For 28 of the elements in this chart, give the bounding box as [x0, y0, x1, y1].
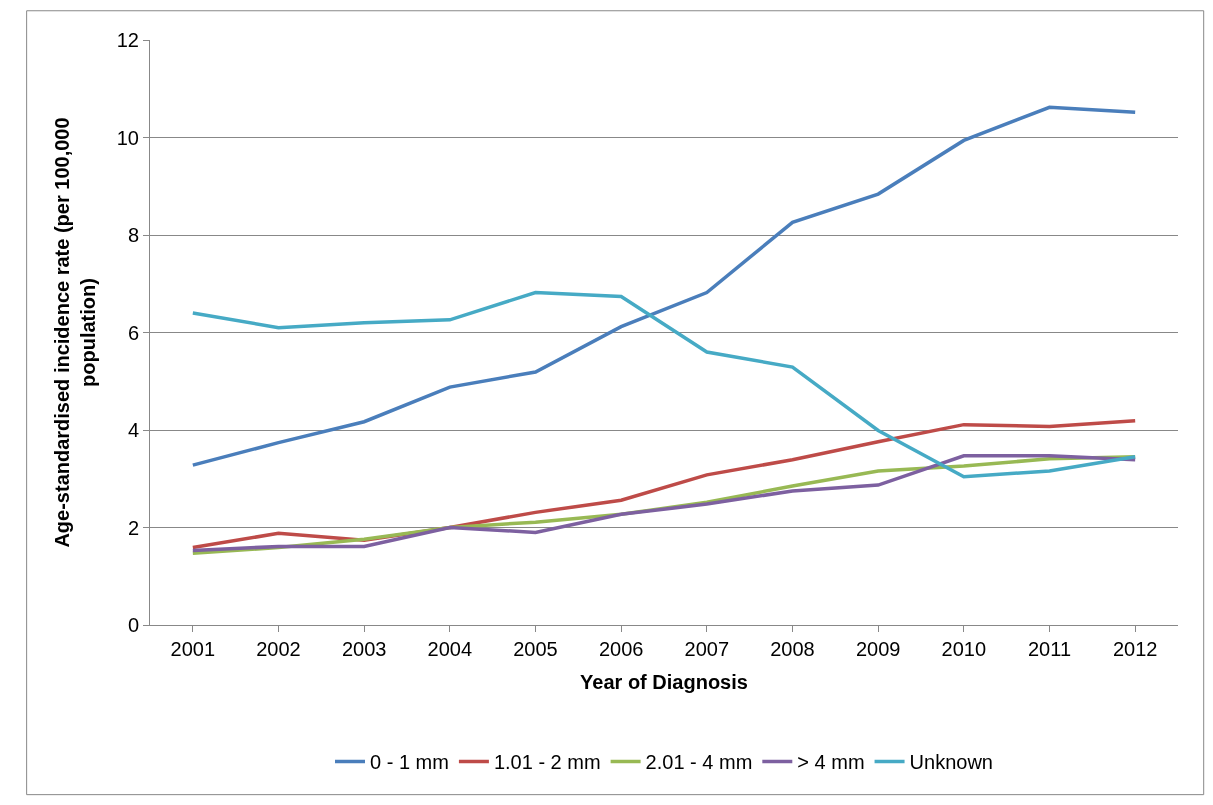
- line-series: [191, 105, 1137, 467]
- x-tick-label: 2009: [855, 638, 901, 660]
- x-tick-label: 2002: [256, 638, 301, 660]
- x-tick-label: 2003: [341, 638, 387, 660]
- x-axis-title: Year of Diagnosis: [580, 670, 748, 693]
- x-tick-label: 2004: [427, 638, 473, 660]
- y-axis-title: Age-standardised incidence rate (per 100,000 population): [51, 117, 100, 548]
- y-tick-label: 10: [116, 126, 139, 149]
- y-tick-label: 2: [127, 516, 139, 539]
- legend-label: 2.01 - 4 mm: [645, 751, 753, 774]
- x-tick-label: 2007: [684, 638, 730, 660]
- x-tick-label: 2005: [513, 638, 558, 660]
- y-tick-label: 8: [127, 224, 139, 246]
- x-tick-label: 2011: [1027, 638, 1072, 660]
- x-tick-label: 2008: [770, 638, 815, 660]
- x-tick-label: 2001: [170, 638, 216, 660]
- y-tick-label: 12: [116, 29, 139, 51]
- y-tick-label: 0: [127, 614, 139, 636]
- legend-label: 0 - 1 mm: [370, 751, 449, 774]
- y-tick-label: 4: [127, 419, 139, 441]
- legend-label: > 4 mm: [797, 751, 865, 774]
- x-tick-label: 2010: [941, 638, 987, 660]
- legend-label: 1.01 - 2 mm: [493, 751, 601, 774]
- legend-label: Unknown: [909, 751, 993, 774]
- x-tick-label: 2012: [1112, 638, 1158, 660]
- x-tick-label: 2006: [598, 638, 644, 660]
- y-tick-label: 6: [127, 321, 139, 344]
- line-series: [191, 290, 1137, 479]
